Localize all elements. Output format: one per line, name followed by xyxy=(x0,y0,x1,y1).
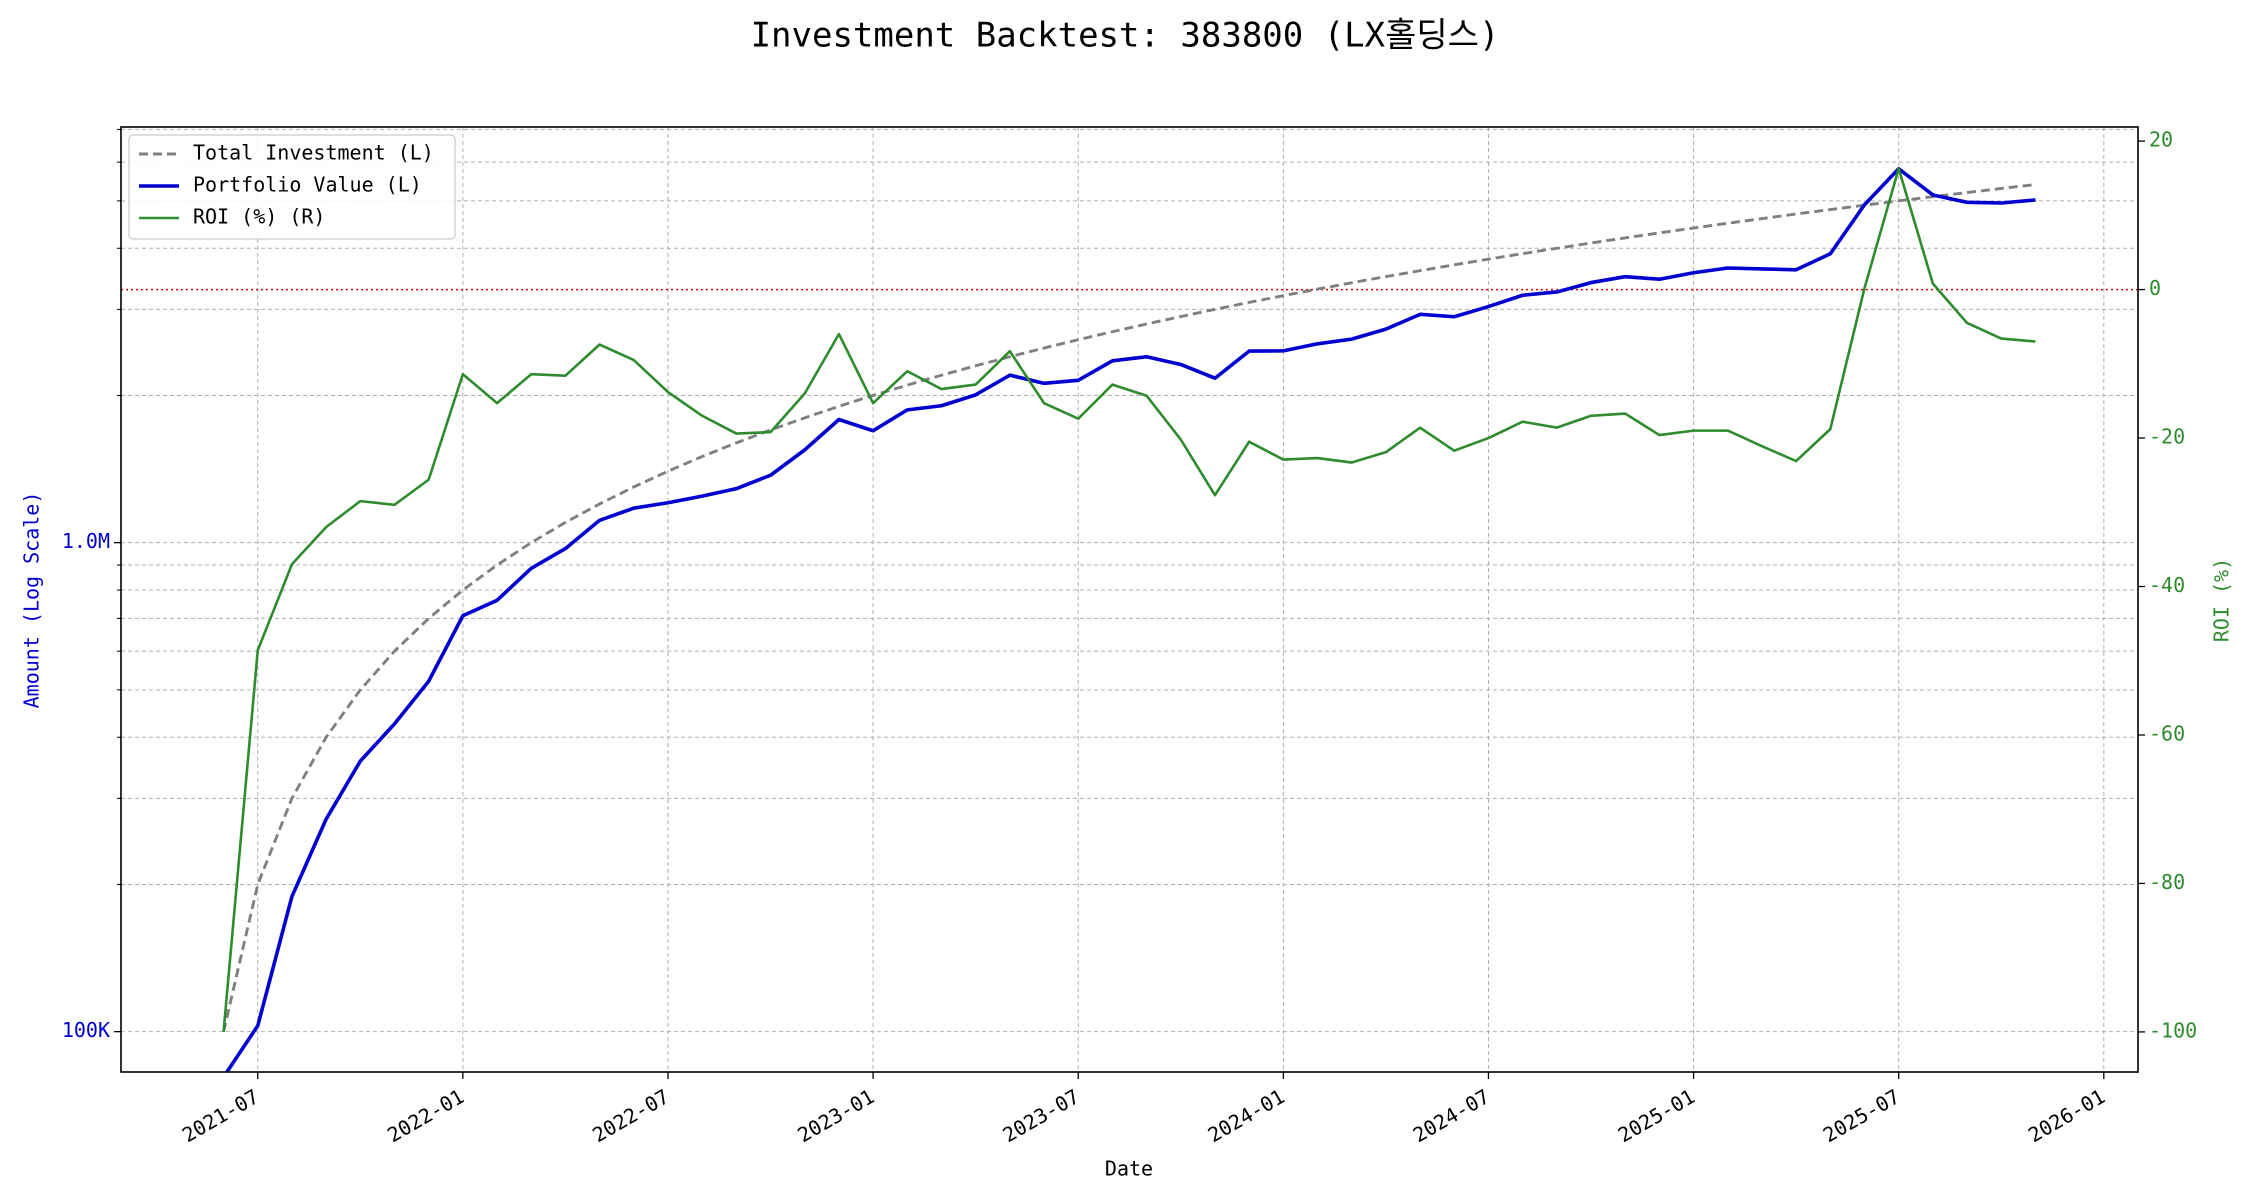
chart-title: Investment Backtest: 383800 (LX홀딩스) xyxy=(751,16,1500,56)
plot-frame xyxy=(120,126,2139,1073)
plot-area xyxy=(222,167,2036,1072)
legend-label: ROI (%) (R) xyxy=(193,205,325,229)
y2-tick-label: -80 xyxy=(2149,870,2185,894)
x-axis-label: Date xyxy=(1105,1157,1153,1181)
y2-tick-label: -60 xyxy=(2149,721,2185,745)
legend-label: Portfolio Value (L) xyxy=(193,173,422,197)
y2-tick-label: 20 xyxy=(2149,128,2173,152)
series-line xyxy=(224,167,2036,1072)
series-line xyxy=(222,167,2036,1033)
y2-tick-label: -20 xyxy=(2149,425,2185,449)
y-tick-label: 1.0M xyxy=(62,529,110,553)
y-axis-label: Amount (Log Scale) xyxy=(20,492,44,709)
series-line xyxy=(222,183,2036,1032)
y2-axis-label: ROI (%) xyxy=(2210,558,2234,642)
y2-tick-label: -100 xyxy=(2149,1018,2197,1042)
y2-tick-label: 0 xyxy=(2149,276,2161,300)
legend-label: Total Investment (L) xyxy=(193,141,434,165)
y-tick-label: 100K xyxy=(62,1018,110,1042)
legend-box xyxy=(128,134,456,240)
y2-tick-label: -40 xyxy=(2149,573,2185,597)
